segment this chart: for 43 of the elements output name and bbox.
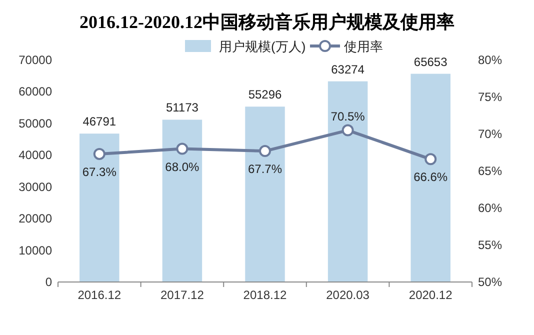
y-tick-label: 50000	[18, 116, 52, 130]
data-label: 66.6%	[414, 170, 448, 184]
y-tick-label: 40000	[18, 148, 52, 162]
data-label: 51173	[166, 100, 199, 115]
data-label: 55296	[248, 88, 282, 102]
bar	[410, 74, 450, 282]
y2-tick-label: 60%	[478, 201, 502, 215]
y-tick-label: 60000	[18, 84, 52, 99]
y-tick-label: 0	[45, 275, 52, 289]
point	[93, 148, 106, 160]
data-label: 65653	[414, 54, 448, 69]
y-tick-label: 20000	[18, 212, 52, 226]
data-label: 70.5%	[330, 109, 366, 124]
x-tick-label: 2020.03	[326, 288, 370, 302]
data-label: 67.7%	[248, 162, 282, 176]
x-tick-label: 2020.12	[408, 288, 453, 302]
data-label: 68.0%	[165, 160, 200, 174]
y2-tick-label: 80%	[478, 53, 502, 67]
x-tick-label: 2017.12	[160, 288, 204, 302]
y2-tick-label: 65%	[478, 164, 502, 178]
x-tick-label: 2016.12	[78, 288, 122, 302]
bar	[245, 106, 285, 282]
y-tick-label: 70000	[18, 53, 52, 67]
point	[424, 153, 437, 166]
data-label: 67.3%	[82, 164, 117, 179]
data-label: 46791	[82, 114, 116, 129]
y-tick-label: 10000	[18, 243, 52, 258]
x-tick-label: 2018.12	[243, 288, 288, 302]
bar	[80, 134, 120, 282]
y2-tick-label: 70%	[478, 127, 502, 141]
y2-tick-label: 75%	[478, 90, 502, 104]
y2-tick-label: 50%	[478, 275, 502, 289]
point	[342, 124, 354, 136]
chart-title: 2016.12-2020.12中国移动音乐用户规模及使用率	[80, 12, 454, 32]
legend-label: 使用率	[344, 39, 383, 54]
point	[259, 145, 271, 158]
data-label: 63274	[331, 62, 365, 76]
y-tick-label: 30000	[18, 180, 52, 194]
point	[176, 142, 188, 155]
bar	[162, 120, 202, 282]
y2-tick-label: 55%	[478, 238, 502, 252]
bar	[328, 81, 368, 282]
legend-label: 用户规模(万人)	[219, 39, 306, 54]
